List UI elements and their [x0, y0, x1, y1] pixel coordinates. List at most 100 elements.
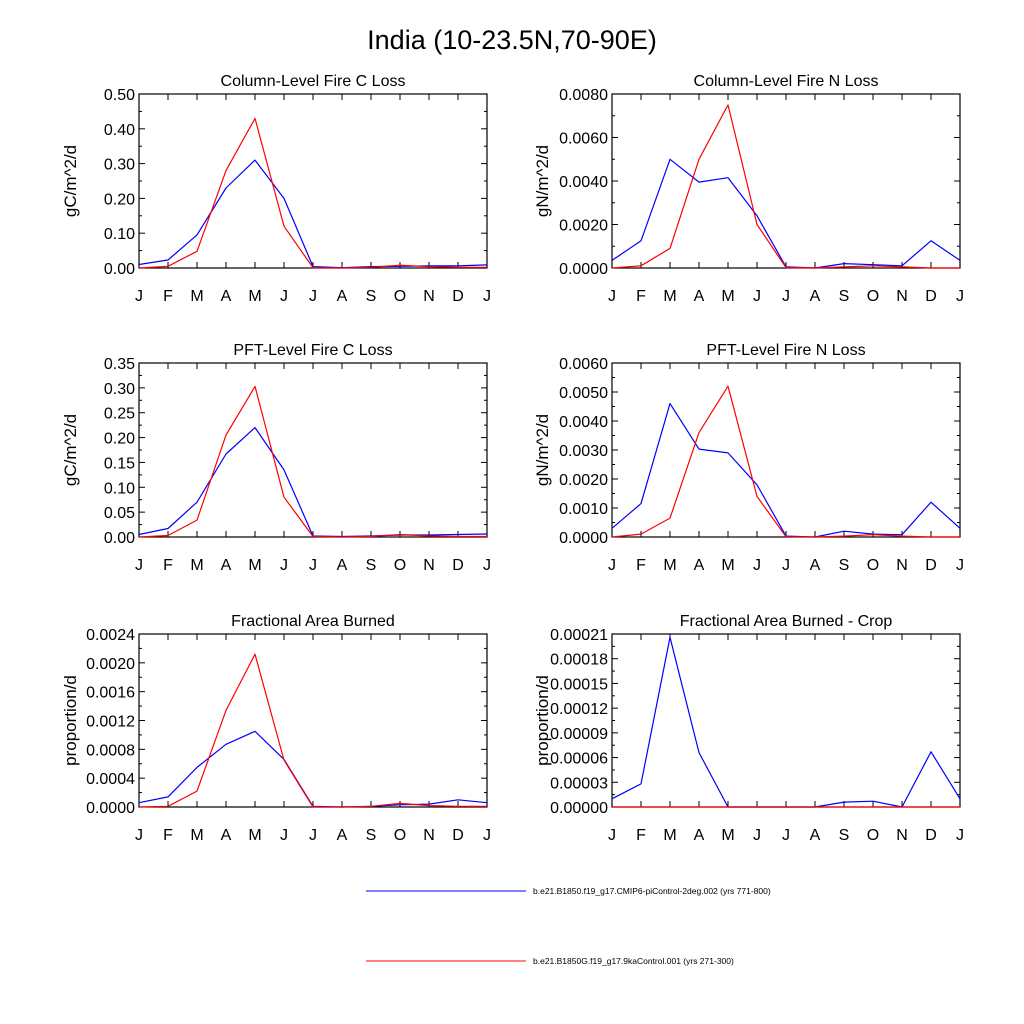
x-tick-label: A [810, 288, 821, 305]
y-tick-label: 0.0020 [559, 472, 608, 489]
y-axis-label: proportion/d [61, 675, 80, 766]
x-tick-label: J [483, 288, 491, 305]
y-tick-label: 0.35 [104, 356, 135, 373]
x-tick-label: S [366, 288, 377, 305]
x-tick-label: N [896, 557, 908, 574]
x-tick-label: J [309, 557, 317, 574]
x-tick-label: J [608, 557, 616, 574]
y-tick-label: 0.00018 [550, 652, 608, 669]
x-tick-label: O [394, 557, 406, 574]
series-line-0 [611, 636, 961, 808]
y-tick-label: 0.00 [104, 530, 135, 547]
y-tick-label: 0.10 [104, 226, 135, 243]
y-tick-label: 0.20 [104, 431, 135, 448]
x-tick-label: M [663, 827, 676, 844]
y-tick-label: 0.10 [104, 480, 135, 497]
legend-label-1: b.e21.B1850G.f19_g17.9kaControl.001 (yrs… [533, 956, 734, 966]
y-tick-label: 0.00009 [550, 726, 608, 743]
y-tick-label: 0.0030 [559, 443, 608, 460]
x-tick-label: J [135, 288, 143, 305]
panel-title: Column-Level Fire C Loss [221, 73, 406, 90]
y-tick-label: 0.0012 [86, 714, 135, 731]
chart-panel-2: PFT-Level Fire C Loss gC/m^2/d 0.00 0.05 0.1… [61, 342, 491, 574]
x-tick-label: J [309, 288, 317, 305]
series-line-1 [611, 385, 960, 538]
x-tick-label: J [753, 557, 761, 574]
x-tick-label: A [810, 557, 821, 574]
x-tick-label: N [423, 288, 435, 305]
x-tick-label: F [636, 557, 646, 574]
x-tick-label: A [221, 288, 232, 305]
x-tick-label: F [636, 288, 646, 305]
plot-frame [138, 362, 488, 538]
x-tick-label: F [163, 827, 173, 844]
plot-frame [611, 362, 961, 538]
y-tick-label: 0.0060 [559, 131, 608, 148]
y-tick-label: 0.50 [104, 87, 135, 104]
x-tick-label: D [925, 288, 937, 305]
x-tick-label: J [782, 557, 790, 574]
x-tick-label: J [483, 827, 491, 844]
x-tick-label: M [190, 827, 203, 844]
x-tick-label: A [337, 827, 348, 844]
y-tick-label: 0.0020 [559, 218, 608, 235]
panel-title: PFT-Level Fire C Loss [233, 342, 392, 359]
x-tick-label: J [280, 827, 288, 844]
y-axis-label: gC/m^2/d [61, 145, 80, 217]
panels: Column-Level Fire C Loss gC/m^2/d 0.00 0.10… [61, 73, 964, 844]
x-tick-label: J [135, 557, 143, 574]
chart-panel-3: PFT-Level Fire N Loss gN/m^2/d 0.0000 0.001… [533, 342, 964, 574]
y-tick-label: 0.30 [104, 157, 135, 174]
y-tick-label: 0.0000 [559, 530, 608, 547]
series-line-1 [611, 104, 960, 269]
x-tick-label: J [956, 288, 964, 305]
x-tick-label: M [721, 557, 734, 574]
x-tick-label: J [956, 557, 964, 574]
x-tick-label: A [337, 557, 348, 574]
x-tick-label: A [221, 557, 232, 574]
chart-panel-1: Column-Level Fire N Loss gN/m^2/d 0.0000 0.… [533, 73, 964, 305]
x-tick-label: J [753, 288, 761, 305]
x-tick-label: J [309, 827, 317, 844]
x-tick-label: J [280, 288, 288, 305]
y-tick-label: 0.0040 [559, 174, 608, 191]
y-tick-label: 0.0020 [86, 656, 135, 673]
panel-title: Fractional Area Burned - Crop [680, 613, 893, 630]
x-tick-label: A [694, 557, 705, 574]
y-tick-label: 0.00012 [550, 701, 608, 718]
x-tick-label: O [867, 288, 879, 305]
x-tick-label: A [810, 827, 821, 844]
panel-title: Column-Level Fire N Loss [694, 73, 879, 90]
x-tick-label: O [867, 827, 879, 844]
x-tick-label: F [163, 288, 173, 305]
x-tick-label: J [608, 827, 616, 844]
y-axis-label: gN/m^2/d [533, 145, 552, 217]
x-tick-label: M [663, 557, 676, 574]
chart-panel-0: Column-Level Fire C Loss gC/m^2/d 0.00 0.10… [61, 73, 491, 305]
series-line-1 [138, 653, 487, 808]
x-tick-label: A [221, 827, 232, 844]
chart-panel-5: Fractional Area Burned - Crop proportion/… [533, 613, 964, 844]
chart-panel-4: Fractional Area Burned proportion/d 0.0000… [61, 613, 491, 844]
y-axis-label: gC/m^2/d [61, 414, 80, 486]
x-tick-label: N [896, 288, 908, 305]
x-tick-label: S [839, 557, 850, 574]
x-tick-label: O [394, 827, 406, 844]
panel-title: Fractional Area Burned [231, 613, 395, 630]
y-tick-label: 0.0060 [559, 356, 608, 373]
y-tick-label: 0.15 [104, 455, 135, 472]
x-tick-label: N [423, 557, 435, 574]
x-tick-label: O [867, 557, 879, 574]
x-tick-label: J [782, 827, 790, 844]
x-tick-label: J [135, 827, 143, 844]
x-tick-label: A [337, 288, 348, 305]
legend: b.e21.B1850.f19_g17.CMIP6-piControl-2deg… [366, 886, 771, 966]
series-line-1 [138, 117, 487, 269]
x-tick-label: M [663, 288, 676, 305]
x-tick-label: D [452, 557, 464, 574]
plot-frame [138, 93, 488, 269]
y-tick-label: 0.00006 [550, 751, 608, 768]
y-tick-label: 0.0004 [86, 771, 135, 788]
x-tick-label: J [608, 288, 616, 305]
